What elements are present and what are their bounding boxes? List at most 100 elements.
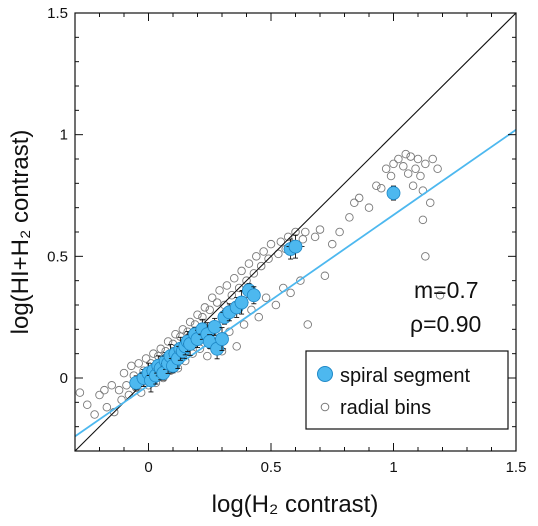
radial-bin-point [394, 154, 403, 164]
radial-bin-point [163, 337, 173, 346]
radial-bin-point [377, 183, 386, 193]
y-axis-label: log(HI+H₂ contrast) [7, 130, 34, 335]
legend-marker-spiral-segment [317, 366, 333, 382]
radial-bin-point [205, 305, 214, 315]
y-tick-label: 0.5 [47, 248, 68, 265]
legend: spiral segment radial bins [305, 350, 509, 430]
radial-bin-point [256, 261, 266, 271]
x-tick-label: 0.5 [261, 459, 282, 476]
radial-bin-point [298, 235, 308, 244]
tick-labels: 0 0.5 1 1.5 0 0.5 1 1.5 [47, 5, 526, 476]
radial-bin-point [421, 159, 430, 169]
radial-bin-point [254, 312, 263, 322]
radial-bin-point [222, 281, 232, 290]
spiral-segment-point [288, 239, 303, 254]
x-axis-label: log(H₂ contrast) [212, 491, 379, 518]
spiral-segment-point [215, 332, 229, 346]
radial-bin-point [212, 298, 222, 307]
x-tick-label: 0 [144, 459, 152, 476]
radial-bin-point [107, 381, 116, 390]
legend-marker-radial-bins [320, 402, 330, 412]
radial-bin-point [413, 154, 423, 164]
radial-bin-point [286, 288, 295, 298]
radial-bin-point [122, 381, 131, 390]
plot-area [75, 13, 516, 451]
radial-bin-point [271, 300, 281, 310]
radial-bin-point [416, 171, 425, 181]
radial-bin-point [274, 249, 283, 259]
radial-bin-point [276, 237, 286, 246]
spiral-segment-point [386, 186, 401, 200]
radial-bin-point [259, 247, 268, 256]
radial-bin-point [426, 198, 435, 208]
radial-bin-point [428, 154, 437, 164]
radial-bin-point [381, 164, 391, 173]
radial-bin-point [364, 203, 374, 212]
radial-bin-point [100, 385, 109, 395]
radial-bin-point [264, 254, 273, 264]
radial-bin-point [244, 259, 254, 268]
radial-bin-point [354, 193, 364, 203]
radial-bin-point [239, 320, 249, 329]
spiral-segment-point [207, 319, 222, 334]
radial-bin-point [315, 225, 325, 234]
radial-bin-point [261, 293, 271, 302]
legend-label-radial-bins: radial bins [340, 397, 431, 419]
radial-bin-point [399, 162, 408, 171]
legend-label-spiral-segment: spiral segment [340, 365, 471, 387]
plot-clip-group [75, 13, 516, 451]
spiral-segment-point [234, 295, 249, 310]
radial-bin-point [227, 291, 237, 300]
radial-bin-point [156, 344, 165, 354]
legend-box [305, 350, 509, 430]
radial-bin-point [320, 271, 330, 281]
radial-bin-point [301, 227, 310, 237]
radial-bin-point [408, 181, 418, 191]
radial-bin-point [127, 361, 136, 371]
radial-bin-point [406, 152, 415, 161]
radial-bin-point [411, 164, 420, 173]
radial-bin-point [433, 164, 442, 173]
radial-bin-point [229, 273, 239, 283]
radial-bin-point [95, 390, 104, 400]
radial-bin-point [237, 266, 246, 276]
radial-bin-point [386, 171, 396, 181]
radial-bin-point [335, 227, 344, 237]
radial-bin-point [200, 303, 210, 312]
x-tick-label: 1.5 [506, 459, 527, 476]
y-tick-label: 1.5 [47, 5, 68, 22]
radial-bin-point [283, 232, 293, 242]
radial-bin-point [310, 232, 320, 242]
correlation-annotation: ρ=0.90 [410, 311, 481, 337]
axis-ticks [74, 12, 517, 452]
radial-bin-point [203, 351, 212, 361]
radial-bin-point [141, 354, 151, 363]
radial-bin-point [114, 385, 124, 395]
radial-bin-point [134, 359, 143, 368]
radial-bin-point [193, 310, 202, 319]
radial-bin-point [215, 286, 224, 295]
radial-bin-point [102, 402, 112, 412]
radial-bin-point [266, 239, 276, 249]
radial-bin-point [345, 213, 354, 222]
radial-bin-point [389, 159, 398, 169]
radial-bin-point [171, 329, 180, 339]
radial-bin-point [75, 388, 85, 397]
radial-bin-point [82, 400, 92, 410]
radial-bin-point [328, 239, 337, 249]
radial-bin-point [296, 276, 305, 285]
radial-bin-point [249, 269, 259, 278]
slope-annotation: m=0.7 [414, 277, 479, 303]
radial-bin-point [350, 198, 359, 208]
x-tick-label: 1 [389, 459, 397, 476]
radial-bin-point [303, 320, 313, 329]
radial-bin-point [185, 317, 195, 327]
spiral-segment-point [246, 288, 261, 303]
radial-bin-point [252, 252, 261, 261]
radial-bin-point [403, 169, 413, 178]
radial-bin-point [207, 293, 217, 302]
y-tick-label: 1 [60, 127, 68, 144]
radial-bin-point [372, 181, 381, 191]
radial-bin-point [418, 215, 428, 225]
